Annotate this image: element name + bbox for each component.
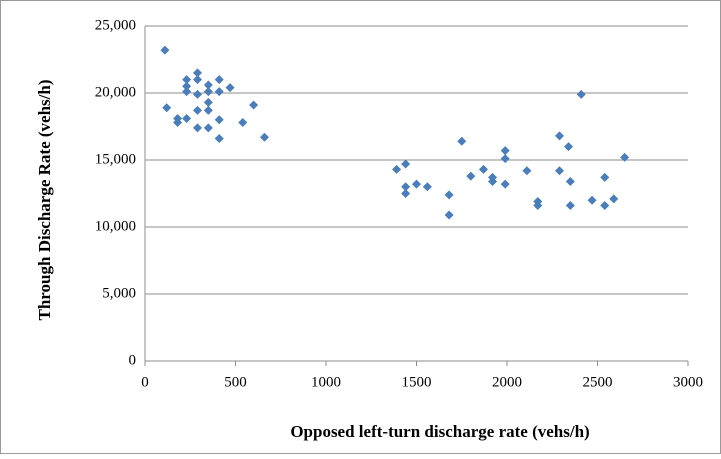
point	[533, 201, 543, 211]
point	[576, 89, 586, 99]
y-tick-label: 25,000	[95, 17, 136, 33]
point	[214, 134, 224, 144]
point	[444, 210, 454, 220]
point	[565, 176, 575, 186]
point	[500, 154, 510, 164]
point	[162, 103, 172, 113]
point	[554, 131, 564, 141]
point	[422, 182, 432, 192]
point	[600, 172, 610, 182]
point	[173, 117, 183, 127]
point	[401, 159, 411, 169]
point	[522, 166, 532, 176]
point	[488, 176, 498, 186]
x-tick-label: 3000	[673, 374, 703, 390]
x-tick-label: 1000	[311, 374, 341, 390]
point	[203, 123, 213, 133]
point	[192, 75, 202, 85]
point	[214, 115, 224, 125]
point	[600, 201, 610, 211]
point	[554, 166, 564, 176]
point	[500, 146, 510, 156]
point	[249, 100, 259, 110]
x-tick-label: 0	[141, 374, 149, 390]
point	[238, 117, 248, 127]
point	[182, 87, 192, 97]
point	[192, 68, 202, 78]
point	[182, 81, 192, 91]
x-tick-label: 2500	[583, 374, 613, 390]
y-tick-label: 20,000	[95, 84, 136, 100]
point	[182, 113, 192, 123]
point	[444, 190, 454, 200]
point	[214, 75, 224, 85]
point	[203, 105, 213, 115]
x-axis-label: Opposed left-turn discharge rate (vehs/h…	[290, 422, 589, 441]
y-tick-label: 15,000	[95, 151, 136, 167]
point	[609, 194, 619, 204]
point	[478, 164, 488, 174]
point	[564, 142, 574, 152]
point	[225, 83, 235, 93]
point	[259, 132, 269, 142]
y-tick-label: 10,000	[95, 218, 136, 234]
point	[401, 189, 411, 198]
point	[203, 80, 213, 90]
point	[565, 201, 575, 211]
point	[192, 89, 202, 99]
point	[203, 87, 213, 97]
y-axis-label: Through Discharge Rate (vehs/h)	[35, 80, 54, 321]
point	[620, 152, 630, 162]
x-tick-label: 2000	[492, 374, 522, 390]
point	[500, 179, 510, 189]
point	[466, 171, 476, 181]
point	[392, 164, 402, 174]
x-tick-label: 500	[224, 374, 247, 390]
point	[203, 97, 213, 107]
point	[457, 136, 467, 146]
point	[192, 123, 202, 133]
x-tick-label: 1500	[402, 374, 432, 390]
point	[401, 182, 411, 192]
y-tick-label: 0	[129, 352, 137, 368]
point	[214, 87, 224, 97]
point	[182, 75, 192, 85]
point	[192, 105, 202, 115]
point	[160, 45, 170, 55]
point	[412, 179, 421, 189]
y-tick-label: 5,000	[102, 285, 136, 301]
point	[587, 195, 597, 205]
